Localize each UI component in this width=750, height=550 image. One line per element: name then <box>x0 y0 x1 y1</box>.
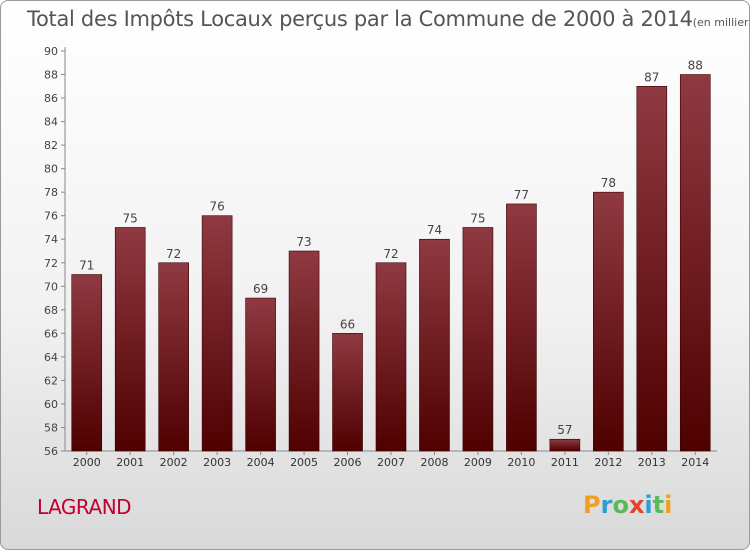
data-label: 87 <box>644 70 659 84</box>
y-tick-label: 88 <box>44 69 58 82</box>
x-tick-label: 2000 <box>73 456 101 469</box>
y-tick-label: 70 <box>44 280 58 293</box>
logo-letter: P <box>583 491 601 519</box>
data-label: 73 <box>296 235 311 249</box>
logo-letter: i <box>644 491 653 519</box>
logo-letter: x <box>628 491 645 519</box>
y-tick-label: 60 <box>44 398 58 411</box>
x-tick-label: 2014 <box>681 456 709 469</box>
bar <box>549 438 581 452</box>
y-tick-label: 66 <box>44 327 58 340</box>
bar <box>114 227 146 452</box>
x-tick-label: 2009 <box>464 456 492 469</box>
y-tick-label: 68 <box>44 304 58 317</box>
bar <box>462 227 494 452</box>
x-tick-label: 2008 <box>420 456 448 469</box>
bar <box>158 262 189 452</box>
chart-title-main: Total des Impôts Locaux perçus par la Co… <box>27 7 693 31</box>
x-tick-label: 2004 <box>247 456 275 469</box>
bar <box>593 191 624 452</box>
logo-letter: o <box>612 491 629 519</box>
y-tick-label: 64 <box>44 351 58 364</box>
logo-letter: r <box>600 491 613 519</box>
y-tick-label: 86 <box>44 92 58 105</box>
bar <box>332 333 363 452</box>
x-tick-label: 2006 <box>334 456 362 469</box>
x-tick-label: 2001 <box>116 456 144 469</box>
logo-letter: i <box>664 491 673 519</box>
bar <box>375 262 407 452</box>
x-tick-label: 2007 <box>377 456 405 469</box>
y-tick-label: 82 <box>44 139 58 152</box>
data-label: 71 <box>79 259 94 273</box>
data-label: 88 <box>688 59 703 73</box>
data-label: 72 <box>383 247 398 261</box>
y-tick-label: 74 <box>44 233 58 246</box>
bar <box>679 74 711 452</box>
y-tick-label: 62 <box>44 374 58 387</box>
commune-name: LAGRAND <box>37 495 132 519</box>
bar <box>201 215 233 452</box>
bar <box>71 274 103 452</box>
bar <box>419 238 450 452</box>
chart-title: Total des Impôts Locaux perçus par la Co… <box>27 7 749 31</box>
chart-title-unit: (en milliers d'€) <box>692 16 749 29</box>
x-tick-label: 2002 <box>160 456 188 469</box>
data-label: 75 <box>123 211 138 225</box>
x-tick-label: 2012 <box>594 456 622 469</box>
logo-letter: t <box>652 491 665 519</box>
data-label: 78 <box>601 176 616 190</box>
x-tick-label: 2005 <box>290 456 318 469</box>
proxiti-logo: Proxiti <box>583 491 672 519</box>
y-tick-label: 80 <box>44 163 58 176</box>
y-tick-label: 56 <box>44 445 58 458</box>
data-label: 75 <box>470 211 485 225</box>
bar <box>245 297 276 452</box>
y-tick-label: 84 <box>44 116 58 129</box>
bar <box>506 203 537 452</box>
x-tick-label: 2013 <box>638 456 666 469</box>
data-label: 57 <box>557 423 572 437</box>
x-tick-label: 2010 <box>507 456 535 469</box>
data-label: 77 <box>514 188 529 202</box>
y-tick-label: 76 <box>44 210 58 223</box>
data-label: 72 <box>166 247 181 261</box>
y-tick-label: 78 <box>44 186 58 199</box>
x-tick-label: 2003 <box>203 456 231 469</box>
data-label: 74 <box>427 223 442 237</box>
data-label: 69 <box>253 282 268 296</box>
y-tick-label: 90 <box>44 45 58 58</box>
y-tick-label: 58 <box>44 421 58 434</box>
y-tick-label: 72 <box>44 257 58 270</box>
data-label: 76 <box>209 200 224 214</box>
data-label: 66 <box>340 317 355 331</box>
x-tick-label: 2011 <box>551 456 579 469</box>
bar <box>288 250 320 452</box>
bar <box>636 85 668 452</box>
